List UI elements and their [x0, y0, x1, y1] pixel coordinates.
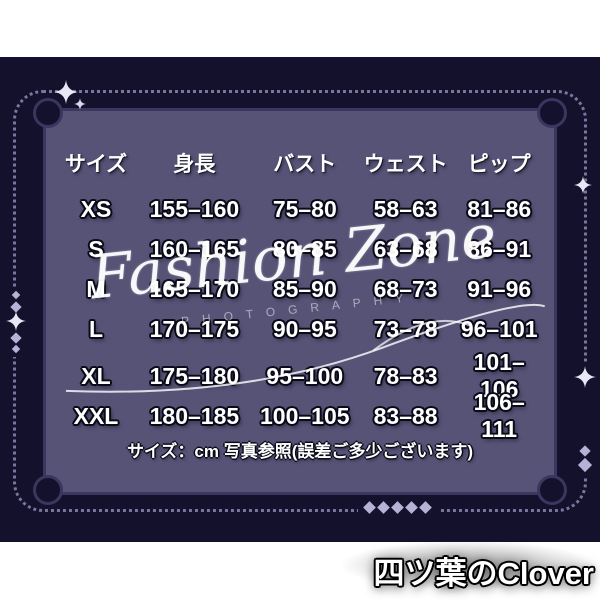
height-value: 180–185	[149, 402, 240, 429]
waist-value: 83–88	[373, 402, 438, 429]
table-header-row: サイズ 身長 バスト ウェスト ピップ	[60, 137, 540, 189]
hip-value: 106–111	[473, 389, 525, 442]
waist-value: 63–68	[373, 235, 438, 262]
corner-notch	[537, 475, 567, 505]
column-header-height: 身長	[173, 153, 216, 176]
sparkle-right-upper-icon	[574, 176, 592, 194]
table-row: S 160–165 80–85 63–68 86–91	[60, 229, 540, 269]
bust-value: 85–90	[272, 275, 337, 302]
seller-watermark-text: 四ツ葉のClover	[373, 555, 594, 591]
bust-value: 95–100	[266, 362, 344, 389]
column-header-size: サイズ	[64, 153, 128, 176]
table-row: XL 175–180 95–100 78–83 101–106	[60, 349, 540, 402]
waist-value: 68–73	[373, 275, 438, 302]
hip-value: 81–86	[467, 195, 532, 222]
hip-value: 96–101	[460, 315, 538, 342]
size-label: S	[88, 235, 104, 262]
waist-value: 78–83	[373, 362, 438, 389]
size-note: サイズ：cm 写真参照(誤差ご多少ございます)	[126, 441, 474, 461]
waist-value: 58–63	[373, 195, 438, 222]
corner-notch	[537, 98, 567, 128]
size-label: L	[88, 315, 104, 342]
size-table-panel: サイズ 身長 バスト ウェスト ピップ XS 155–160 75–80 58–…	[33, 98, 567, 505]
corner-notch	[33, 475, 63, 505]
column-header-bust: バスト	[273, 153, 337, 176]
size-table: サイズ 身長 バスト ウェスト ピップ XS 155–160 75–80 58–…	[60, 137, 540, 467]
hip-value: 91–96	[467, 275, 532, 302]
table-row: XXL 180–185 100–105 83–88 106–111	[60, 389, 540, 442]
size-label: M	[86, 275, 106, 302]
bust-value: 100–105	[260, 402, 350, 429]
seller-watermark: 四ツ葉のClover	[325, 540, 600, 600]
size-label: XL	[81, 362, 111, 389]
table-row: L 170–175 90–95 73–78 96–101	[60, 309, 540, 349]
size-chart-card: サイズ 身長 バスト ウェスト ピップ XS 155–160 75–80 58–…	[0, 57, 600, 542]
size-label: XS	[80, 195, 112, 222]
table-row: XS 155–160 75–80 58–63 81–86	[60, 189, 540, 229]
waist-value: 73–78	[373, 315, 438, 342]
height-value: 170–175	[149, 315, 240, 342]
bust-value: 80–85	[272, 235, 337, 262]
height-value: 160–165	[149, 235, 240, 262]
table-row: M 165–170 85–90 68–73 91–96	[60, 269, 540, 309]
border-gap	[580, 362, 590, 477]
height-value: 175–180	[149, 362, 240, 389]
size-note-row: サイズ：cm 写真参照(誤差ご多少ございます)	[60, 431, 540, 467]
height-value: 155–160	[149, 195, 240, 222]
sparkle-right-lower-icon	[574, 366, 596, 388]
bust-value: 90–95	[272, 315, 337, 342]
column-header-waist: ウェスト	[363, 153, 448, 176]
sparkle-left-icon	[6, 311, 26, 331]
size-label: XXL	[73, 402, 119, 429]
sparkle-icon	[54, 80, 78, 104]
height-value: 165–170	[149, 275, 240, 302]
bust-value: 75–80	[272, 195, 337, 222]
sparkle-small-icon	[74, 98, 86, 110]
hip-value: 86–91	[467, 235, 532, 262]
column-header-hip: ピップ	[467, 153, 531, 176]
corner-notch	[33, 98, 63, 128]
